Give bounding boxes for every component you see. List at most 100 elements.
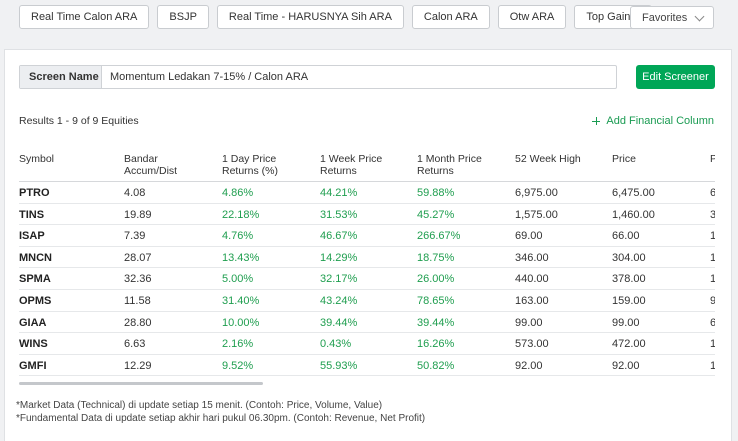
table-cell: 11.58 — [124, 294, 151, 307]
table-cell: 7.39 — [124, 230, 146, 243]
table-cell: 1 — [710, 359, 715, 372]
screen-name-field[interactable]: Screen Name Momentum Ledakan 7-15% / Cal… — [19, 65, 617, 89]
column-header[interactable]: 1 Day Price Returns (%) — [222, 153, 278, 177]
table-row[interactable]: TINS 19.89 22.18% 31.53% 45.27% 1,575.00 1,460… — [19, 204, 715, 226]
symbol-link[interactable]: SPMA — [19, 273, 51, 286]
table-cell: 4.76% — [222, 230, 254, 243]
results-table: Symbol Bandar Accum/Dist 1 Day Price Returns… — [19, 146, 715, 382]
symbol-link[interactable]: WINS — [19, 338, 48, 351]
horizontal-scrollbar[interactable] — [19, 382, 715, 385]
table-row[interactable]: OPMS 11.58 31.40% 43.24% 78.65% 163.00 159.00 9 — [19, 290, 715, 312]
symbol-link[interactable]: GIAA — [19, 316, 47, 329]
screener-tabs: Real Time Calon ARA BSJP Real Time - HAR… — [19, 5, 653, 29]
table-row[interactable]: GMFI 12.29 9.52% 55.93% 50.82% 92.00 92.00 1 — [19, 355, 715, 377]
column-header[interactable]: Price — [612, 153, 636, 165]
table-row[interactable]: ISAP 7.39 4.76% 46.67% 266.67% 69.00 66.00 1 — [19, 225, 715, 247]
table-cell: 12.29 — [124, 359, 152, 372]
table-cell: 78.65% — [417, 294, 455, 307]
tab-otw-ara[interactable]: Otw ARA — [497, 5, 567, 29]
table-cell: 6,475.00 — [612, 187, 655, 199]
table-cell: 6 — [710, 316, 715, 329]
column-header[interactable]: Bandar Accum/Dist — [124, 153, 177, 177]
scrollbar-thumb[interactable] — [19, 382, 263, 385]
screen-name-value[interactable]: Momentum Ledakan 7-15% / Calon ARA — [110, 71, 309, 83]
table-cell: 26.00% — [417, 273, 455, 286]
table-cell: 66.00 — [612, 230, 640, 243]
table-cell: 1 — [710, 338, 715, 351]
table-cell: 304.00 — [612, 251, 646, 264]
table-cell: 50.82% — [417, 359, 455, 372]
column-header-line: Bandar — [124, 153, 158, 165]
symbol-link[interactable]: MNCN — [19, 251, 52, 264]
table-cell: 2.16% — [222, 338, 254, 351]
table-cell: 6,975.00 — [515, 187, 558, 199]
column-header[interactable]: P — [710, 153, 715, 165]
column-header[interactable]: 52 Week High — [515, 153, 581, 165]
column-header-line: P — [710, 153, 715, 165]
tab-bsjp[interactable]: BSJP — [157, 5, 209, 29]
table-cell: 378.00 — [612, 273, 646, 286]
table-cell: 39.44% — [320, 316, 358, 329]
table-cell: 1,575.00 — [515, 208, 558, 221]
table-cell: 32.36 — [124, 273, 152, 286]
screen-name-label: Screen Name — [20, 66, 102, 88]
symbol-link[interactable]: OPMS — [19, 294, 52, 307]
favorites-label: Favorites — [642, 11, 688, 24]
table-cell: 92.00 — [515, 359, 543, 372]
column-header-line: Price — [612, 153, 636, 165]
column-header-line: 1 Week Price — [320, 153, 383, 165]
table-cell: 440.00 — [515, 273, 549, 286]
add-financial-column-link[interactable]: Add Financial Column — [592, 115, 714, 127]
tab-real-time-harusnya-sih-ara[interactable]: Real Time - HARUSNYA Sih ARA — [216, 5, 404, 29]
column-header-line: Returns — [320, 165, 357, 177]
screener-card: Screen Name Momentum Ledakan 7-15% / Cal… — [4, 49, 732, 441]
table-cell: 28.80 — [124, 316, 152, 329]
table-cell: 69.00 — [515, 230, 543, 243]
table-cell: 22.18% — [222, 208, 260, 221]
table-cell: 472.00 — [612, 338, 646, 351]
table-cell: 16.26% — [417, 338, 455, 351]
column-header-line: Symbol — [19, 153, 55, 165]
edit-screener-button[interactable]: Edit Screener — [636, 65, 715, 89]
table-cell: 4.08 — [124, 187, 146, 199]
table-cell: 6 — [710, 187, 715, 199]
table-row[interactable]: PTRO 4.08 4.86% 44.21% 59.88% 6,975.00 6,475.0… — [19, 182, 715, 204]
table-cell: 346.00 — [515, 251, 549, 264]
table-body: PTRO 4.08 4.86% 44.21% 59.88% 6,975.00 6,475.0… — [19, 182, 715, 377]
tab-calon-ara[interactable]: Calon ARA — [411, 5, 490, 29]
table-cell: 0.43% — [320, 338, 352, 351]
table-cell: 59.88% — [417, 187, 455, 199]
table-cell: 4.86% — [222, 187, 254, 199]
table-row[interactable]: WINS 6.63 2.16% 0.43% 16.26% 573.00 472.00 1 — [19, 333, 715, 355]
table-row[interactable]: SPMA 32.36 5.00% 32.17% 26.00% 440.00 378.00 1 — [19, 268, 715, 290]
table-cell: 19.89 — [124, 208, 152, 221]
symbol-link[interactable]: GMFI — [19, 359, 47, 372]
table-cell: 44.21% — [320, 187, 358, 199]
footnote-market-data: *Market Data (Technical) di update setia… — [16, 400, 383, 411]
table-cell: 28.07 — [124, 251, 152, 264]
symbol-link[interactable]: PTRO — [19, 187, 50, 199]
table-cell: 43.24% — [320, 294, 358, 307]
favorites-dropdown[interactable]: Favorites — [630, 6, 714, 29]
table-cell: 39.44% — [417, 316, 455, 329]
footnote-fundamental-data: *Fundamental Data di update setiap akhir… — [16, 413, 426, 424]
table-cell: 163.00 — [515, 294, 549, 307]
table-row[interactable]: GIAA 28.80 10.00% 39.44% 39.44% 99.00 99.00 6 — [19, 312, 715, 334]
symbol-link[interactable]: ISAP — [19, 230, 45, 243]
column-header-line: 52 Week High — [515, 153, 581, 165]
table-cell: 1 — [710, 230, 715, 243]
column-header[interactable]: 1 Month Price Returns — [417, 153, 482, 177]
table-row[interactable]: MNCN 28.07 13.43% 14.29% 18.75% 346.00 304.00 1 — [19, 247, 715, 269]
column-header[interactable]: Symbol — [19, 153, 54, 165]
table-cell: 99.00 — [515, 316, 543, 329]
column-header[interactable]: 1 Week Price Returns — [320, 153, 382, 177]
tab-real-time-calon-ara[interactable]: Real Time Calon ARA — [19, 5, 150, 29]
chevron-down-icon — [694, 11, 705, 22]
symbol-link[interactable]: TINS — [19, 208, 45, 221]
table-cell: 573.00 — [515, 338, 549, 351]
table-cell: 99.00 — [612, 316, 640, 329]
table-cell: 92.00 — [612, 359, 640, 372]
table-cell: 10.00% — [222, 316, 260, 329]
table-cell: 159.00 — [612, 294, 646, 307]
column-header-line: Accum/Dist — [124, 165, 178, 177]
